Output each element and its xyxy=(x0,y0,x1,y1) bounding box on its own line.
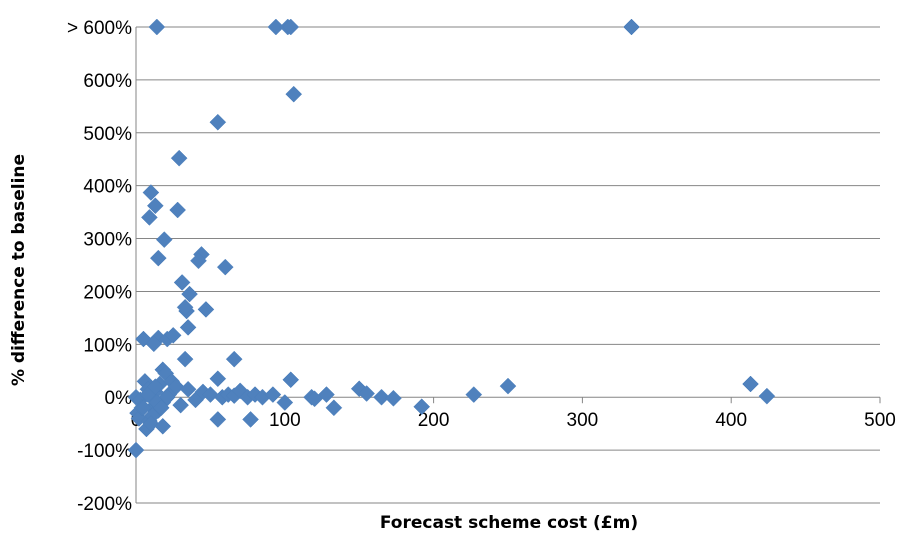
data-point xyxy=(742,375,759,393)
data-point xyxy=(127,441,145,459)
data-point xyxy=(164,326,182,344)
data-point xyxy=(499,377,517,395)
data-point xyxy=(276,394,294,411)
x-tick-labels: 0100200300400500 xyxy=(131,410,896,431)
y-tick-label: 0% xyxy=(105,388,133,409)
data-point xyxy=(373,388,390,406)
data-point xyxy=(154,417,172,435)
data-point xyxy=(142,184,160,201)
data-point xyxy=(170,149,188,167)
x-axis-title: Forecast scheme cost (£m) xyxy=(380,513,638,533)
data-point xyxy=(325,399,343,417)
y-tick-labels: -200% -100% 0% 100% 200% 300% 400% 500% 600% > 60… xyxy=(67,18,132,515)
y-tick-label: 400% xyxy=(83,177,132,198)
data-point xyxy=(176,298,194,316)
y-tick-label: 100% xyxy=(83,335,132,356)
data-point xyxy=(181,285,198,303)
x-tick-label: 300 xyxy=(567,410,599,431)
data-point xyxy=(146,378,164,395)
data-point xyxy=(209,113,227,131)
y-tick-label: -200% xyxy=(77,494,132,515)
data-point xyxy=(167,378,185,395)
y-tick-label: 300% xyxy=(83,230,132,251)
data-point xyxy=(145,335,163,353)
x-tick-label: 200 xyxy=(418,410,450,431)
data-point xyxy=(242,411,259,428)
y-tick-label: 600% xyxy=(83,71,132,92)
gridlines xyxy=(135,26,881,504)
data-point xyxy=(190,252,207,270)
data-point xyxy=(413,398,431,416)
data-point xyxy=(146,197,164,215)
data-point xyxy=(173,274,191,291)
data-point xyxy=(318,386,335,403)
data-point xyxy=(152,399,170,417)
data-point xyxy=(385,389,402,407)
y-tick-label: -100% xyxy=(77,441,132,462)
data-point xyxy=(264,386,282,403)
data-point xyxy=(141,209,158,226)
data-point xyxy=(202,386,219,403)
data-point xyxy=(149,249,167,267)
y-tick-label: 500% xyxy=(83,124,132,145)
data-point xyxy=(465,386,483,403)
x-tick-label: 500 xyxy=(864,410,896,431)
x-tick-label: 400 xyxy=(715,410,747,431)
data-point xyxy=(142,415,160,433)
data-point xyxy=(267,18,285,36)
data-point xyxy=(209,411,227,428)
data-point xyxy=(148,18,166,36)
y-tick-label: > 600% xyxy=(67,18,132,39)
data-point xyxy=(179,319,197,336)
data-point xyxy=(209,370,227,388)
data-point xyxy=(197,301,215,318)
data-point xyxy=(623,18,640,36)
data-point xyxy=(282,371,300,389)
data-point xyxy=(179,380,197,398)
x-tick-label: 100 xyxy=(269,410,301,431)
data-point xyxy=(358,385,375,402)
data-point xyxy=(135,399,152,417)
data-point xyxy=(225,350,243,368)
data-points xyxy=(127,18,776,459)
data-point xyxy=(758,387,776,405)
data-point xyxy=(282,18,300,36)
data-point xyxy=(155,231,173,248)
y-tick-label: 200% xyxy=(83,282,132,303)
data-point xyxy=(216,258,234,276)
data-point xyxy=(169,201,187,219)
data-point xyxy=(172,396,189,414)
data-point xyxy=(285,85,303,103)
data-point xyxy=(176,350,194,368)
y-axis-title: % difference to baseline xyxy=(9,154,29,386)
